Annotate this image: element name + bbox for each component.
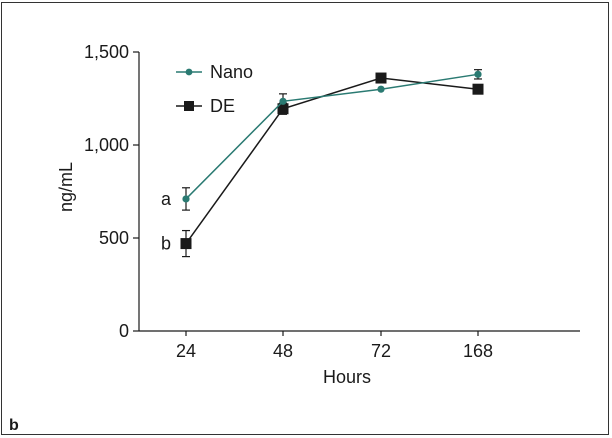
series-line [185, 77, 479, 245]
y-tick-label: 500 [99, 228, 129, 248]
x-ticks: 24 48 72 168 [176, 331, 493, 361]
data-point-square [472, 83, 484, 95]
series-line [185, 73, 479, 200]
legend: Nano DE [176, 62, 253, 116]
y-ticks: 0 500 1,000 1,500 [84, 42, 139, 341]
x-tick-label: 48 [273, 341, 293, 361]
y-tick-label: 1,000 [84, 135, 129, 155]
annotation-label: b [161, 234, 171, 254]
data-point-circle [474, 70, 482, 78]
data-point-square [180, 238, 192, 250]
x-tick-label: 168 [463, 341, 493, 361]
x-tick-label: 24 [176, 341, 196, 361]
legend-marker-circle [185, 68, 193, 76]
legend-label: Nano [210, 62, 253, 82]
data-point-circle [182, 195, 190, 203]
axes [138, 52, 580, 332]
panel-label: b [9, 417, 19, 434]
x-axis-label: Hours [323, 367, 371, 387]
x-tick-label: 72 [371, 341, 391, 361]
annotation-layer: ab [161, 189, 172, 254]
annotation-label: a [161, 189, 172, 209]
legend-marker-square [184, 101, 194, 111]
data-point-circle [377, 85, 385, 93]
data-point-square [375, 72, 387, 84]
y-tick-label: 0 [119, 321, 129, 341]
series-layer [180, 69, 484, 258]
y-axis-label: ng/mL [56, 162, 76, 212]
data-point-circle [279, 97, 287, 105]
series-nano [182, 69, 482, 211]
y-tick-label: 1,500 [84, 42, 129, 62]
legend-label: DE [210, 96, 235, 116]
